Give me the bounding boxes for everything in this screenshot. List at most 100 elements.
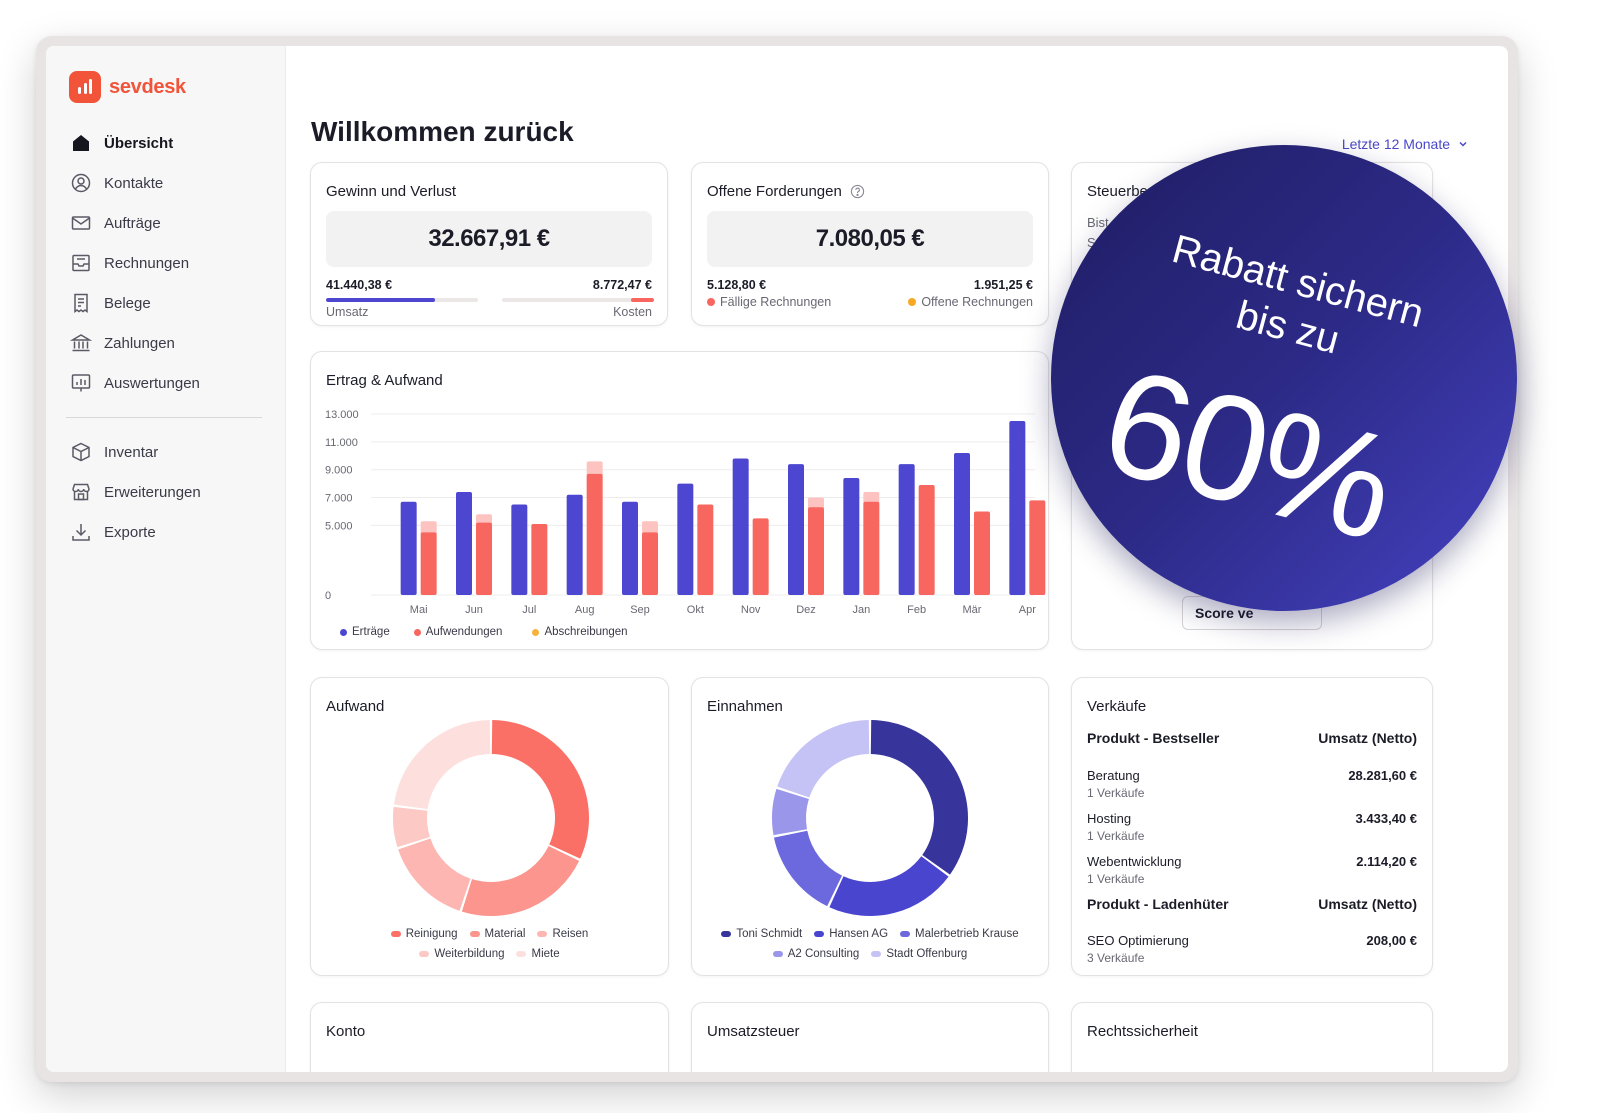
- sidebar-item-belege[interactable]: Belege: [70, 283, 270, 323]
- bar-ertraege: [898, 464, 915, 595]
- promo-badge[interactable]: Rabatt sichern bis zu 60%: [1051, 145, 1517, 611]
- list-item[interactable]: SEO Optimierung 208,00 € 3 Verkäufe: [1087, 933, 1417, 965]
- x-tick-label: Aug: [575, 604, 595, 616]
- card-title: Offene Forderungen: [707, 183, 865, 200]
- sidebar-item-kontakte[interactable]: Kontakte: [70, 163, 270, 203]
- sidebar-item-auswertungen[interactable]: Auswertungen: [70, 363, 270, 403]
- y-tick-label: 13.000: [325, 409, 359, 421]
- legend-dot-icon: [532, 628, 540, 636]
- sidebar-item-zahlungen[interactable]: Zahlungen: [70, 323, 270, 363]
- sidebar-item-exporte[interactable]: Exporte: [70, 512, 270, 552]
- logo-icon: [69, 71, 101, 103]
- bar-aufwendungen: [808, 507, 824, 595]
- rechtssicherheit-card[interactable]: Rechtssicherheit: [1071, 1002, 1433, 1072]
- x-tick-label: Mär: [963, 604, 982, 616]
- sidebar-item-label: Exporte: [104, 523, 156, 541]
- sidebar-item-label: Belege: [104, 294, 151, 312]
- donut-slice: [393, 720, 491, 810]
- download-icon: [72, 524, 90, 541]
- legend-dot-icon: [413, 628, 421, 636]
- ladenhueter-header: Produkt - Ladenhüter Umsatz (Netto): [1087, 896, 1417, 912]
- legend-hansen-ag[interactable]: Hansen AG: [814, 928, 888, 940]
- bar-ertraege: [456, 491, 472, 595]
- sidebar-item-label: Inventar: [104, 443, 159, 461]
- bar-aufwendungen: [476, 522, 492, 595]
- bar-aufwendungen: [918, 485, 935, 595]
- sidebar-item-erweiterungen[interactable]: Erweiterungen: [70, 472, 270, 512]
- legend-toni-schmidt[interactable]: Toni Schmidt: [721, 928, 802, 940]
- legend-aufwendungen[interactable]: Aufwendungen: [413, 626, 502, 638]
- chart-title: Ertrag & Aufwand: [326, 372, 443, 389]
- x-tick-label: Nov: [741, 604, 761, 616]
- bar-aufwendungen: [531, 523, 548, 595]
- red-dot-icon: [707, 298, 715, 306]
- x-tick-label: Feb: [907, 604, 926, 616]
- card-title: Umsatzsteuer: [707, 1023, 800, 1040]
- kosten-value: 8.772,47 €: [592, 278, 652, 292]
- einnahmen-legend-2: A2 Consulting Stadt Offenburg: [692, 948, 1048, 960]
- legend-reinigung[interactable]: Reinigung: [390, 928, 458, 940]
- legend-stadt-offenburg[interactable]: Stadt Offenburg: [871, 948, 967, 960]
- bar-aufwendungen-top: [586, 461, 603, 476]
- bar-ertraege: [732, 458, 749, 595]
- legend-abschreibungen[interactable]: Abschreibungen: [532, 626, 628, 638]
- bank-icon: [70, 334, 92, 352]
- sidebar-item-rechnungen[interactable]: Rechnungen: [70, 243, 270, 283]
- faellige-label: Fällige Rechnungen: [707, 295, 831, 309]
- bar-aufwendungen-top: [476, 514, 492, 525]
- logo[interactable]: sevdesk: [69, 71, 186, 103]
- forderungen-card[interactable]: Offene Forderungen 7.080,05 € 5.128,80 €…: [691, 162, 1049, 326]
- period-select[interactable]: Letzte 12 Monate: [1342, 136, 1468, 152]
- receipt-icon: [74, 293, 88, 313]
- orange-dot-icon: [908, 298, 917, 306]
- bar-aufwendungen-top: [808, 497, 824, 510]
- donut-slice: [772, 788, 809, 836]
- aufwand-legend-2: Weiterbildung Miete: [311, 948, 668, 960]
- list-item[interactable]: Hosting 3.433,40 € 1 Verkäufe: [1087, 811, 1417, 843]
- x-tick-label: Okt: [687, 604, 704, 616]
- promo-percentage: 60%: [1087, 334, 1409, 572]
- verkaeufe-card: Verkäufe Produkt - Bestseller Umsatz (Ne…: [1071, 677, 1433, 976]
- legend-dot-icon: [900, 931, 911, 937]
- legend-miete[interactable]: Miete: [516, 948, 560, 960]
- bar-ertraege: [622, 501, 638, 595]
- offene-value: 1.951,25 €: [973, 278, 1033, 292]
- bar-aufwendungen: [420, 532, 437, 595]
- sidebar-item-label: Zahlungen: [104, 334, 175, 352]
- sidebar-nav: Übersicht Kontakte Aufträge Rechnungen B…: [66, 123, 270, 552]
- help-icon[interactable]: [850, 184, 865, 199]
- legend-material[interactable]: Material: [469, 928, 525, 940]
- aufwand-legend: Reinigung Material Reisen: [311, 928, 668, 940]
- sidebar-item-label: Übersicht: [104, 134, 174, 152]
- home-icon: [73, 135, 89, 151]
- konto-card[interactable]: Konto: [310, 1002, 669, 1072]
- bar-aufwendungen-top: [642, 521, 658, 535]
- bar-ertraege: [843, 478, 860, 595]
- sidebar: sevdesk Übersicht Kontakte Aufträge Re: [46, 46, 286, 1072]
- legend-dot-icon: [340, 628, 347, 636]
- legend-ertraege[interactable]: Erträge: [340, 626, 390, 638]
- sidebar-item-label: Erweiterungen: [104, 483, 201, 501]
- list-item[interactable]: Webentwicklung 2.114,20 € 1 Verkäufe: [1087, 854, 1417, 886]
- bar-aufwendungen: [1029, 500, 1046, 595]
- legend-dot-icon: [721, 931, 732, 937]
- card-title: Gewinn und Verlust: [326, 183, 457, 200]
- legend-reisen[interactable]: Reisen: [537, 928, 588, 940]
- sidebar-item-uebersicht[interactable]: Übersicht: [70, 123, 270, 163]
- sidebar-item-label: Rechnungen: [104, 254, 190, 272]
- legend-malerbetrieb[interactable]: Malerbetrieb Krause: [900, 928, 1019, 940]
- umsatzsteuer-card[interactable]: Umsatzsteuer: [691, 1002, 1049, 1072]
- gewinn-verlust-card[interactable]: Gewinn und Verlust 32.667,91 € 41.440,38…: [310, 162, 668, 326]
- legend-a2-consulting[interactable]: A2 Consulting: [772, 948, 859, 960]
- ertrag-aufwand-card: Ertrag & Aufwand 13.000 11.000 9.000 7.000 5…: [310, 351, 1049, 650]
- y-tick-label: 5.000: [325, 520, 353, 532]
- legend-dot-icon: [419, 951, 430, 957]
- period-label: Letzte 12 Monate: [1341, 136, 1450, 152]
- bar-aufwendungen: [752, 518, 769, 595]
- sidebar-item-auftraege[interactable]: Aufträge: [70, 203, 270, 243]
- aufwand-donut-chart: [393, 720, 589, 916]
- chart-title: Aufwand: [326, 698, 385, 715]
- sidebar-item-inventar[interactable]: Inventar: [70, 432, 270, 472]
- list-item[interactable]: Beratung 28.281,60 € 1 Verkäufe: [1087, 768, 1417, 800]
- legend-weiterbildung[interactable]: Weiterbildung: [419, 948, 504, 960]
